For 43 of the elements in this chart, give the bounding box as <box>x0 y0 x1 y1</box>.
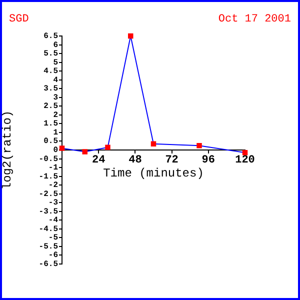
y-tick-label: -0.5 <box>38 154 58 164</box>
y-tick-label: -5 <box>48 234 58 243</box>
y-tick-label: -1.5 <box>38 172 58 182</box>
y-tick-label: 1.5 <box>44 120 58 129</box>
y-tick-label: 3 <box>53 93 58 102</box>
point <box>196 142 202 148</box>
point <box>128 33 134 39</box>
y-tick-label: 5 <box>53 58 58 68</box>
y-tick-label: -2.5 <box>38 190 58 199</box>
y-tick-label: -6.5 <box>38 260 58 270</box>
y-tick-label: 6.5 <box>44 32 58 42</box>
y-tick-label: 0.5 <box>44 137 58 146</box>
y-tick-label: 5.5 <box>44 50 58 59</box>
y-tick-label: 3.5 <box>44 84 58 94</box>
y-tick-label: -6 <box>48 251 58 260</box>
y-tick-label: -1 <box>48 164 58 173</box>
y-tick-label: 4 <box>53 76 58 85</box>
point <box>150 141 156 146</box>
y-tick-label: 1 <box>53 128 58 138</box>
x-tick-label: 96 <box>202 154 215 166</box>
y-tick-label: -4 <box>48 216 58 226</box>
point <box>242 150 248 156</box>
y-tick-label: -3 <box>48 198 58 208</box>
text: Oct 17 2001 <box>218 13 292 26</box>
y-tick-label: -2 <box>48 181 58 190</box>
y-tick-label: 0 <box>53 146 58 156</box>
y-tick-label: -5.5 <box>38 242 58 252</box>
y-tick-label: -4.5 <box>38 224 58 234</box>
y-tick-label: 2 <box>53 110 58 120</box>
y-axis-title: log2(ratio) <box>0 110 14 190</box>
point <box>59 146 65 151</box>
x-tick-label: 48 <box>128 154 142 166</box>
point <box>105 144 110 150</box>
x-axis-title: Time (minutes) <box>103 166 204 181</box>
y-tick-label: 6 <box>53 40 58 50</box>
x-tick-label: 24 <box>92 154 106 166</box>
y-tick-label: 4.5 <box>44 67 58 76</box>
y-tick-label: 2.5 <box>44 102 58 112</box>
point <box>82 149 88 154</box>
x-tick-label: 72 <box>165 154 178 166</box>
text: SGD <box>9 13 30 26</box>
y-tick-label: -3.5 <box>38 207 58 216</box>
x-tick-label: 120 <box>235 154 255 166</box>
